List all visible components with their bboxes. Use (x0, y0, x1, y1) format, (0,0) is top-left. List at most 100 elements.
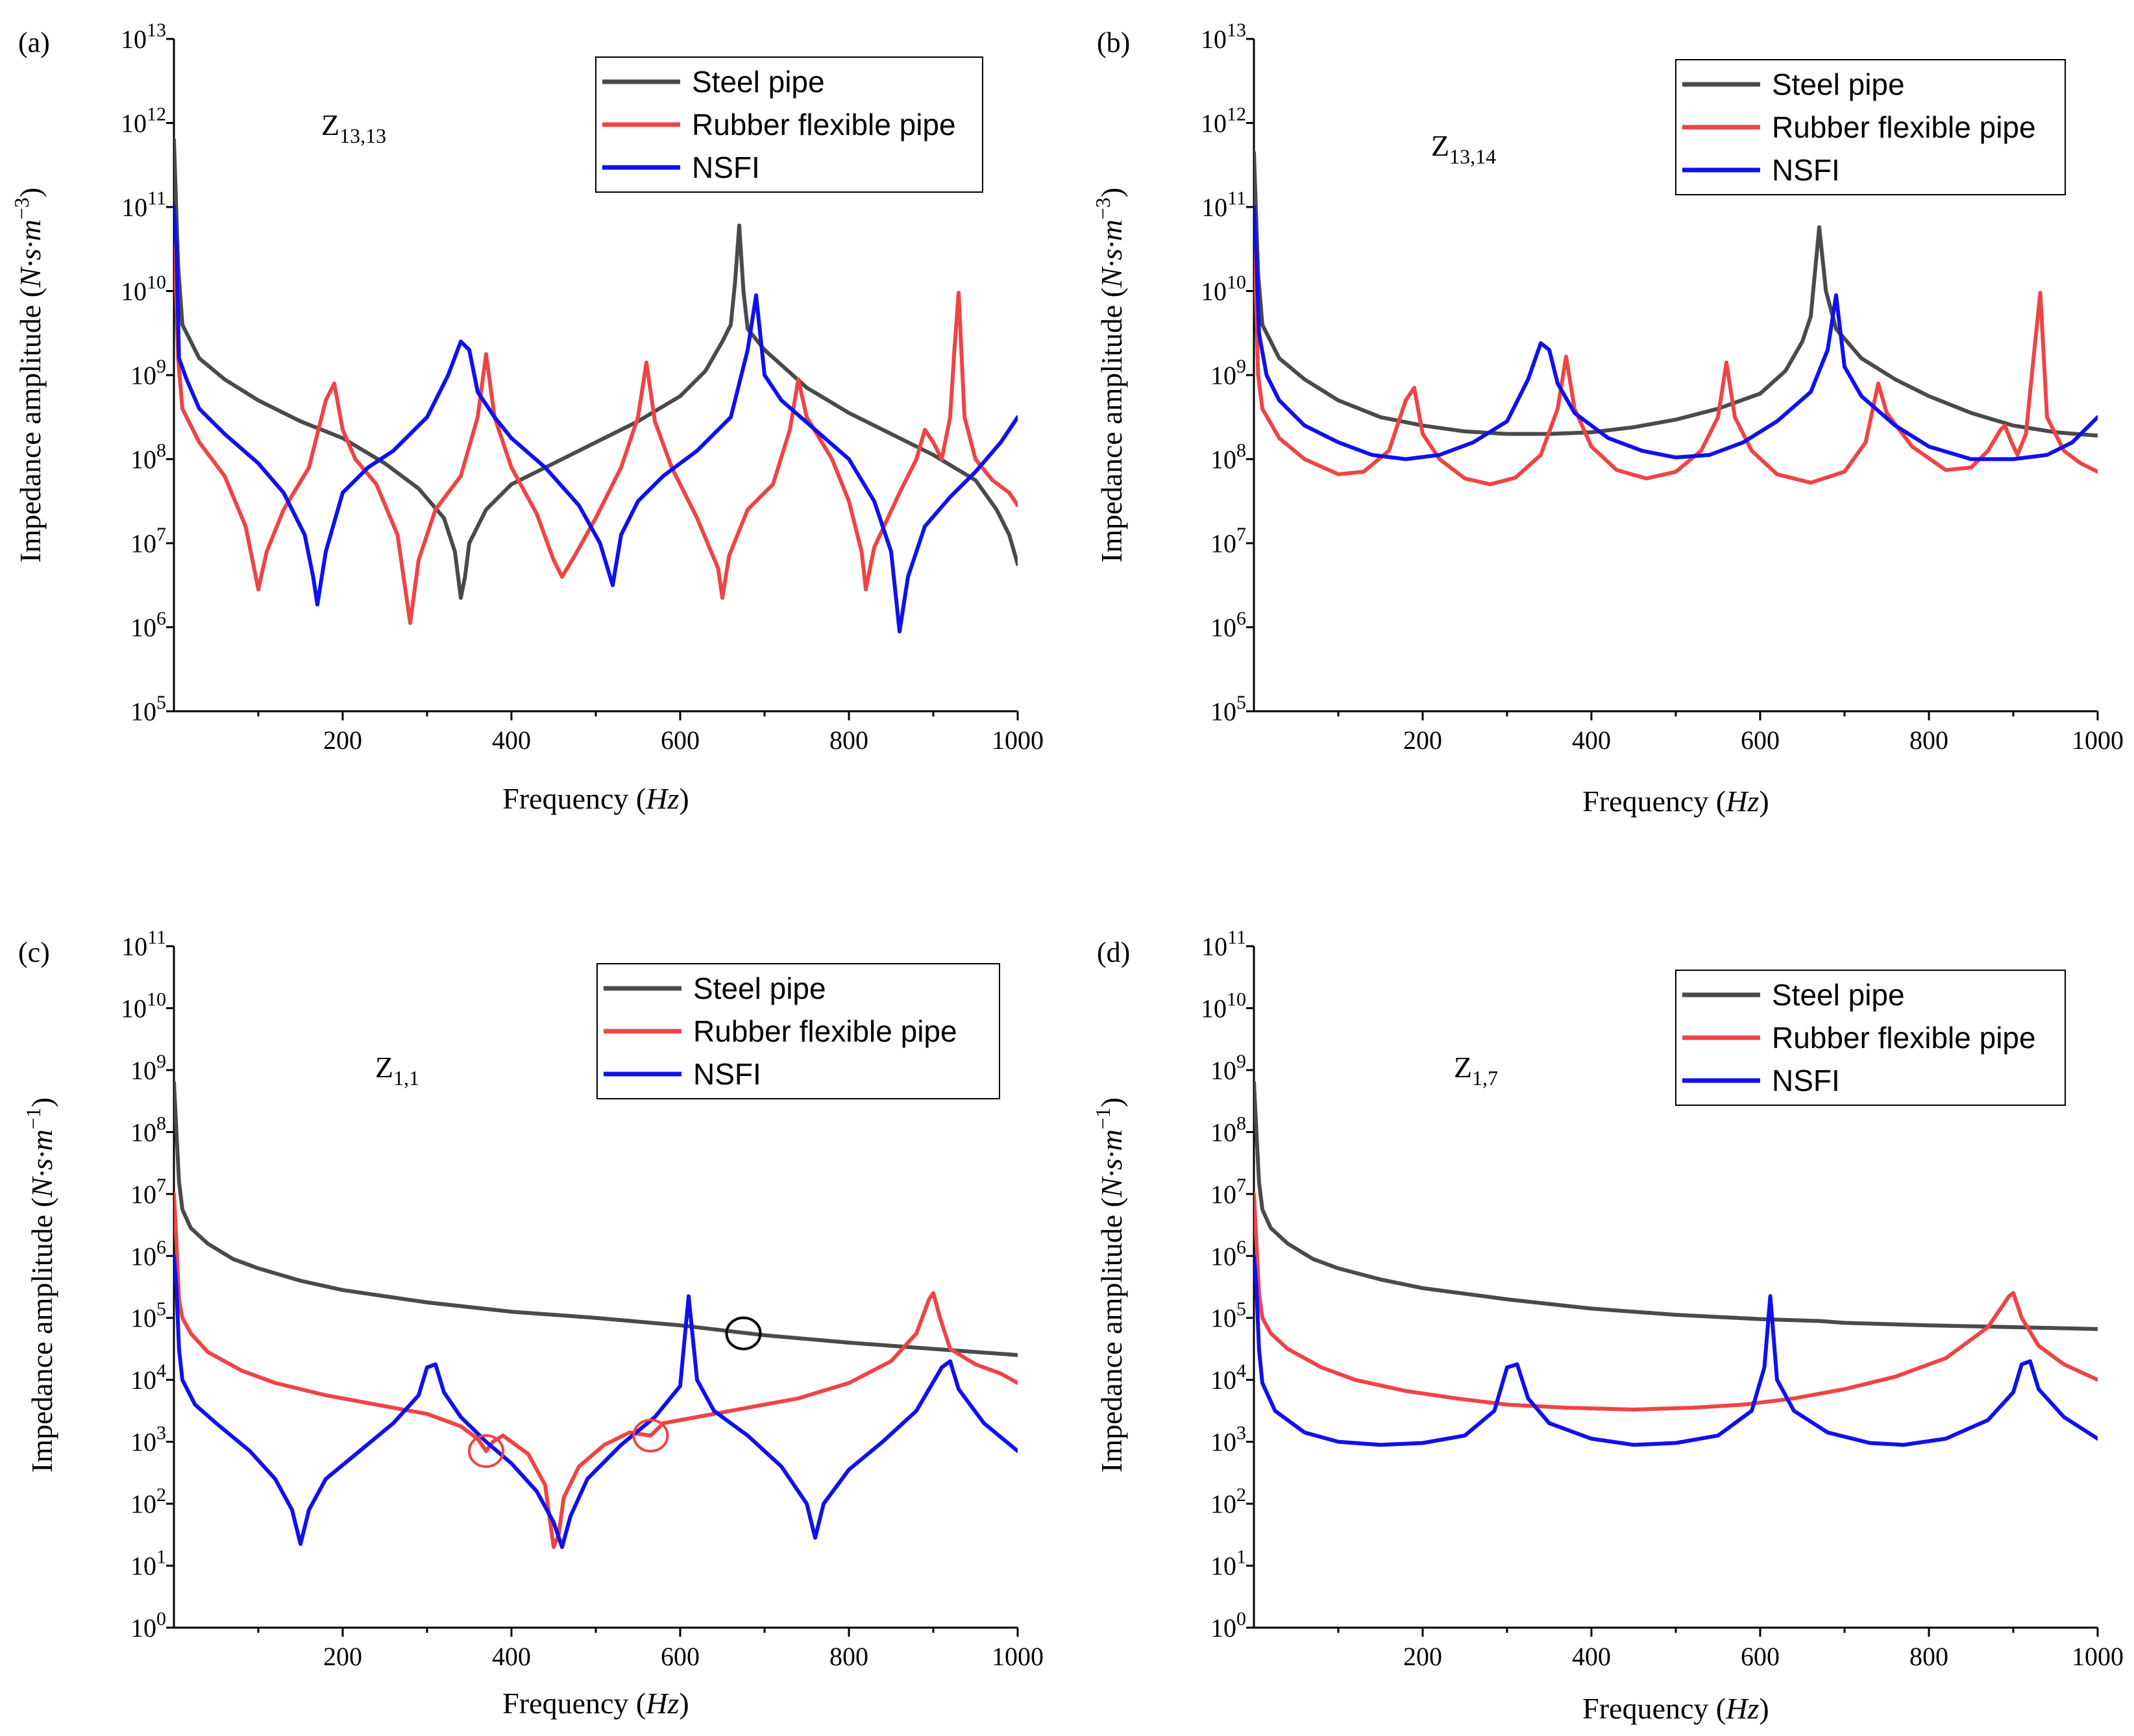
legend-label: Steel pipe (1772, 978, 1905, 1012)
x-tick-label: 400 (492, 726, 531, 755)
legend-label: Rubber flexible pipe (693, 1014, 957, 1048)
y-tick-label: 108 (1210, 1112, 1246, 1147)
series-line-steel-pipe (174, 1081, 1018, 1357)
legend: Steel pipe Rubber flexible pipe NSFI (1675, 59, 2066, 195)
highlight-circle (632, 1419, 669, 1453)
y-tick-label: 101 (1210, 1547, 1246, 1581)
x-tick-label: 200 (323, 1642, 362, 1671)
legend-label: NSFI (692, 151, 760, 184)
y-tick-label: 103 (130, 1423, 166, 1457)
highlight-circle (468, 1434, 504, 1468)
y-tick-label: 109 (130, 356, 166, 390)
y-tick-label: 108 (1210, 440, 1246, 474)
y-tick-label: 107 (1210, 524, 1246, 558)
x-tick-label: 800 (829, 726, 868, 755)
legend-label: Steel pipe (693, 972, 826, 1005)
y-tick-label: 1010 (121, 272, 166, 306)
impedance-annotation: Z13,14 (1431, 129, 1496, 168)
y-tick-label: 1012 (121, 104, 166, 138)
y-tick-label: 1013 (1201, 19, 1246, 54)
legend-label: NSFI (1772, 153, 1840, 187)
impedance-annotation: Z13,13 (321, 108, 386, 147)
series-line-nsfi (174, 205, 1018, 633)
y-tick-label: 1011 (121, 927, 166, 961)
impedance-annotation: Z1,7 (1454, 1051, 1498, 1090)
x-tick-label: 400 (1572, 726, 1611, 755)
chart-panel-3: 200 400 600 800 1000 100 101 102 103 104 105 106 107… (18, 927, 1044, 1720)
impedance-annotation: Z1,1 (375, 1051, 419, 1090)
legend-label: Rubber flexible pipe (692, 108, 956, 141)
series-line-steel-pipe (174, 138, 1018, 600)
y-tick-label: 105 (1210, 1299, 1246, 1333)
series-group (1254, 1081, 2098, 1447)
series-line-rubber-flexible-pipe (1254, 1192, 2098, 1412)
series-line-rubber-flexible-pipe (174, 1192, 1018, 1549)
panel-label: (a) (18, 27, 50, 58)
y-tick-label: 101 (130, 1547, 166, 1581)
series-group (174, 138, 1018, 633)
series-line-nsfi (1254, 205, 2098, 461)
series-group (174, 1081, 1018, 1549)
chart-panel-1: 200 400 600 800 1000 105 106 107 108 109 1010 1011 1… (10, 19, 1044, 815)
y-tick-label: 107 (1210, 1175, 1246, 1209)
y-tick-label: 1010 (1201, 272, 1246, 306)
y-tick-label: 105 (130, 692, 166, 726)
chart-panel-2: 200 400 600 800 1000 105 106 107 108 109 1010 1011 1… (1091, 19, 2124, 818)
series-line-rubber-flexible-pipe (174, 221, 1018, 625)
y-tick-label: 108 (130, 440, 166, 474)
x-tick-label: 600 (661, 1642, 700, 1671)
y-tick-label: 1013 (121, 19, 166, 54)
highlight-circle (725, 1316, 762, 1351)
legend: Steel pipe Rubber flexible pipe NSFI (1675, 970, 2066, 1106)
y-tick-label: 102 (130, 1484, 166, 1519)
y-tick-label: 107 (130, 524, 166, 558)
y-axis-title: Impedance amplitude (N·s·m−3) (1091, 188, 1128, 563)
y-tick-label: 104 (130, 1360, 166, 1395)
y-tick-label: 108 (130, 1112, 166, 1147)
y-tick-label: 1011 (1201, 188, 1246, 222)
y-axis-title: Impedance amplitude (N·s·m−1) (21, 1097, 58, 1473)
chart-panel-4: 200 400 600 800 1000 100 101 102 103 104 105 106 107… (1091, 927, 2124, 1725)
series-line-nsfi (174, 1254, 1018, 1549)
x-tick-label: 600 (1741, 726, 1780, 755)
y-tick-label: 100 (130, 1608, 166, 1643)
y-tick-label: 106 (130, 1236, 166, 1271)
legend-label: Rubber flexible pipe (1772, 1021, 2036, 1055)
x-tick-label: 200 (1403, 726, 1442, 755)
y-tick-label: 106 (1210, 1236, 1246, 1271)
x-tick-label: 200 (323, 726, 362, 755)
series-group (1254, 150, 2098, 487)
y-tick-label: 107 (130, 1175, 166, 1209)
x-tick-label: 800 (1909, 1642, 1948, 1671)
y-tick-label: 1011 (1201, 927, 1246, 961)
y-tick-label: 105 (130, 1299, 166, 1333)
panel-label: (d) (1097, 936, 1130, 968)
y-tick-label: 109 (130, 1051, 166, 1085)
x-tick-label: 800 (829, 1642, 868, 1671)
panel-label: (b) (1097, 27, 1130, 58)
y-tick-label: 1011 (121, 188, 166, 222)
series-line-rubber-flexible-pipe (1254, 226, 2098, 487)
legend: Steel pipe Rubber flexible pipe NSFI (595, 56, 983, 193)
series-line-steel-pipe (1254, 1081, 2098, 1331)
y-tick-label: 106 (130, 608, 166, 642)
x-tick-label: 800 (1909, 726, 1948, 755)
x-tick-label: 400 (492, 1642, 531, 1671)
x-tick-label: 400 (1572, 1642, 1611, 1671)
y-tick-label: 103 (1210, 1423, 1246, 1457)
legend: Steel pipe Rubber flexible pipe NSFI (596, 963, 1000, 1099)
y-tick-label: 104 (1210, 1360, 1246, 1395)
x-axis-title: Frequency (Hz) (502, 782, 689, 815)
y-tick-label: 106 (1210, 608, 1246, 642)
x-tick-label: 1000 (992, 1642, 1044, 1671)
y-tick-label: 1012 (1201, 104, 1246, 138)
y-tick-label: 1010 (1201, 988, 1246, 1023)
panel-label: (c) (18, 936, 50, 968)
x-tick-label: 200 (1403, 1642, 1442, 1671)
x-tick-label: 1000 (2072, 1642, 2124, 1671)
y-tick-label: 102 (1210, 1484, 1246, 1519)
x-tick-label: 600 (1741, 1642, 1780, 1671)
y-tick-label: 109 (1210, 356, 1246, 390)
y-axis-title: Impedance amplitude (N·s·m−3) (10, 188, 47, 563)
x-axis-title: Frequency (Hz) (1582, 1692, 1769, 1725)
